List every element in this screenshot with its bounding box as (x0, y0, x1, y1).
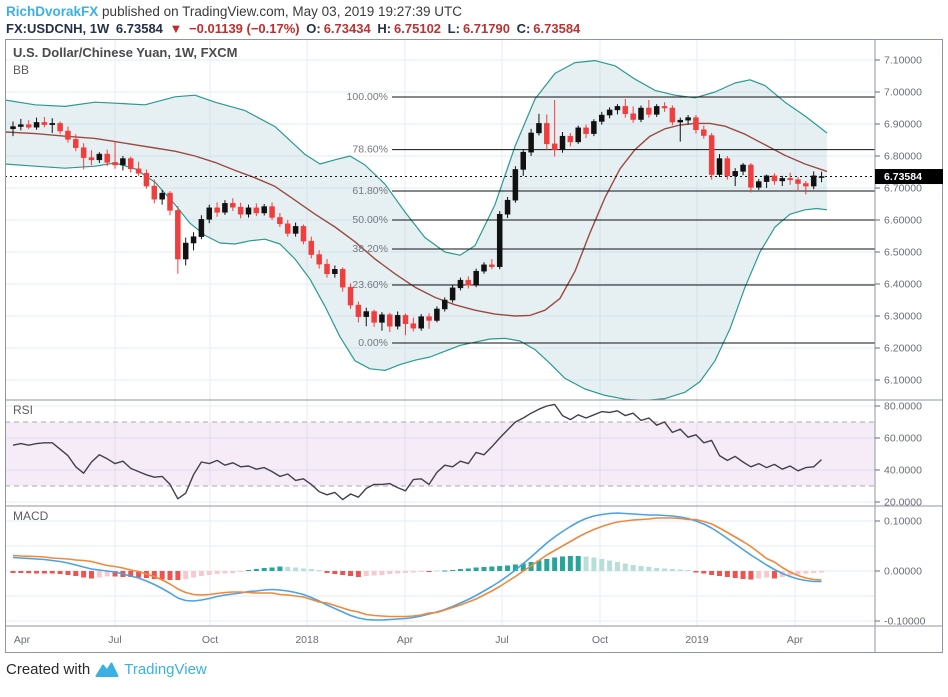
svg-text:Oct: Oct (202, 634, 218, 646)
svg-text:6.50000: 6.50000 (884, 247, 922, 259)
svg-text:6.10000: 6.10000 (884, 375, 922, 387)
created-with-text: Created with (6, 661, 91, 678)
svg-text:2019: 2019 (685, 634, 709, 646)
svg-text:0.00%: 0.00% (358, 337, 388, 349)
price-badge (875, 169, 943, 185)
chart-canvas[interactable]: U.S. Dollar/Chinese Yuan, 1W, FXCM BB RS… (5, 39, 943, 653)
panel-borders (5, 39, 943, 653)
footer: Created with TradingView (6, 661, 948, 678)
attribution-line: RichDvorakFX published on TradingView.co… (0, 0, 948, 19)
svg-text:Apr: Apr (787, 634, 804, 646)
svg-text:38.20%: 38.20% (352, 243, 388, 255)
svg-text:78.60%: 78.60% (352, 144, 388, 156)
time-axis: Apr Jul Oct 2018 Apr Jul Oct 2019 Apr (14, 634, 804, 646)
rsi-panel (5, 403, 875, 503)
svg-text:0.10000: 0.10000 (884, 516, 922, 528)
svg-text:80.0000: 80.0000 (884, 401, 922, 413)
svg-text:6.40000: 6.40000 (884, 279, 922, 291)
svg-text:20.0000: 20.0000 (884, 497, 922, 509)
vertical-gridlines (114, 39, 796, 626)
high-value: 6.75102 (394, 21, 442, 36)
main-panel (5, 60, 828, 400)
svg-text:6.73584: 6.73584 (884, 171, 922, 183)
open-label: O: (306, 21, 321, 36)
svg-text:7.00000: 7.00000 (884, 87, 922, 99)
svg-text:2018: 2018 (295, 634, 319, 646)
svg-text:60.0000: 60.0000 (884, 433, 922, 445)
svg-text:Apr: Apr (14, 634, 31, 646)
svg-text:6.80000: 6.80000 (884, 151, 922, 163)
publish-text: published on TradingView.com, May 03, 20… (102, 4, 463, 19)
svg-text:6.70000: 6.70000 (884, 183, 922, 195)
svg-text:Jul: Jul (495, 634, 508, 646)
price-change: −0.01139 (−0.17%) (189, 21, 300, 36)
macd-panel (5, 512, 875, 622)
high-label: H: (377, 21, 392, 36)
svg-text:40.0000: 40.0000 (884, 465, 922, 477)
open-value: 6.73434 (323, 21, 371, 36)
low-value: 6.71790 (462, 21, 510, 36)
price-axis: 7.10000 7.00000 6.90000 6.80000 6.70000 6.600… (875, 55, 943, 628)
symbol-name[interactable]: FX:USDCNH, 1W (6, 21, 110, 36)
fib-levels: 100.00% 78.60% 61.80% 50.00% 38.20% 23.60% 0.0… (347, 91, 875, 349)
svg-text:-0.10000: -0.10000 (884, 616, 926, 628)
svg-text:6.60000: 6.60000 (884, 215, 922, 227)
candles-layer (10, 99, 825, 336)
tradingview-brand[interactable]: TradingView (124, 661, 207, 678)
author-name[interactable]: RichDvorakFX (6, 4, 99, 19)
svg-text:50.00%: 50.00% (352, 214, 388, 226)
svg-text:7.10000: 7.10000 (884, 55, 922, 67)
svg-text:Jul: Jul (108, 634, 121, 646)
svg-text:23.60%: 23.60% (352, 279, 388, 291)
tradingview-logo-icon (95, 662, 119, 677)
rsi-band (5, 422, 875, 486)
low-label: L: (447, 21, 460, 36)
symbol-bar: FX:USDCNH, 1W 6.73584 ▼ −0.01139 (−0.17%… (0, 19, 948, 39)
svg-text:0.00000: 0.00000 (884, 566, 922, 578)
svg-text:Apr: Apr (397, 634, 414, 646)
direction-down-icon: ▼ (169, 21, 183, 36)
svg-text:Oct: Oct (592, 634, 608, 646)
bb-fill (5, 60, 827, 400)
last-price: 6.73584 (115, 21, 163, 36)
close-label: C: (516, 21, 531, 36)
svg-text:100.00%: 100.00% (347, 91, 388, 103)
svg-text:61.80%: 61.80% (352, 185, 388, 197)
svg-text:6.30000: 6.30000 (884, 311, 922, 323)
svg-text:6.90000: 6.90000 (884, 119, 922, 131)
svg-text:6.20000: 6.20000 (884, 343, 922, 355)
chart-svg[interactable]: 100.00% 78.60% 61.80% 50.00% 38.20% 23.60% 0.0… (5, 39, 943, 653)
close-value: 6.73584 (533, 21, 581, 36)
